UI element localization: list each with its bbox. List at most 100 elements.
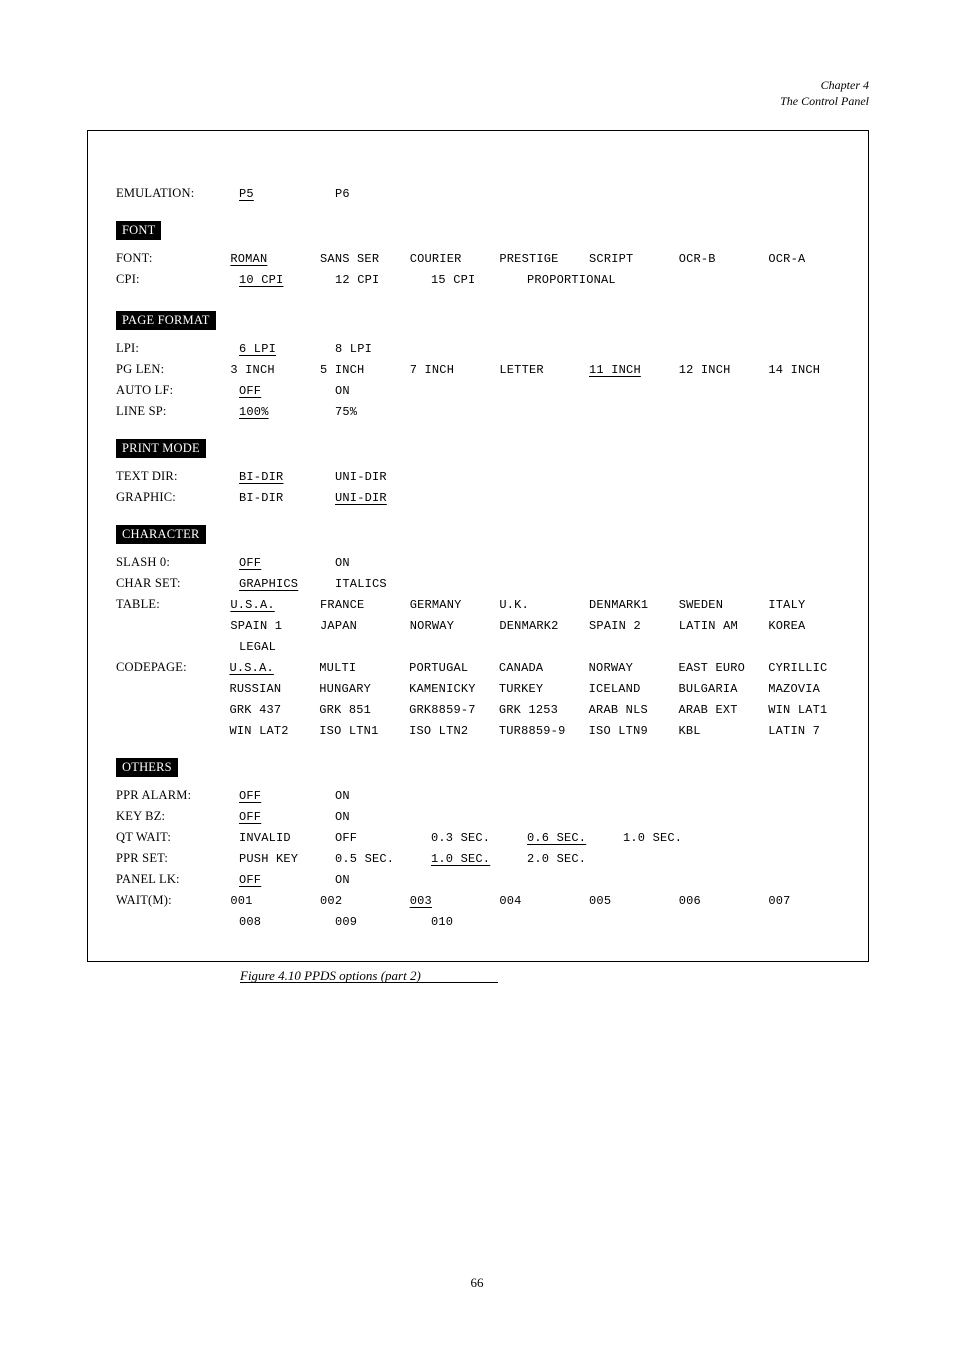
key-bz-label: KEY BZ: [116, 809, 239, 824]
page: Chapter 4 The Control Panel EMULATION: P… [0, 0, 954, 1350]
qt-wait-opt: INVALID [239, 831, 291, 845]
table-opt: LATIN AM [679, 619, 738, 633]
character-header: CHARACTER [116, 525, 206, 544]
table-opt: SWEDEN [679, 598, 723, 612]
key-bz-opt: ON [335, 810, 350, 824]
codepage-opt: WIN LAT2 [229, 724, 288, 738]
settings-panel: EMULATION: P5 P6 FONT FONT: ROMAN SANS S… [87, 130, 869, 962]
ppr-set-opt: 2.0 SEC. [527, 852, 586, 866]
chapter-line1: Chapter 4 [780, 78, 869, 94]
font-opt: COURIER [410, 252, 462, 266]
waitm-label: WAIT(M): [116, 893, 230, 908]
text-dir-label: TEXT DIR: [116, 469, 239, 484]
auto-lf-opt: ON [335, 384, 350, 398]
auto-lf-label: AUTO LF: [116, 383, 239, 398]
waitm-opt: 010 [431, 915, 453, 929]
cpi-label: CPI: [116, 272, 239, 287]
lpi-label: LPI: [116, 341, 239, 356]
graphic-label: GRAPHIC: [116, 490, 239, 505]
pglen-label: PG LEN: [116, 362, 230, 377]
slash0-label: SLASH 0: [116, 555, 239, 570]
others-header: OTHERS [116, 758, 178, 777]
graphic-opt: UNI-DIR [335, 491, 387, 505]
codepage-opt: NORWAY [589, 661, 633, 675]
codepage-opt: U.S.A. [229, 661, 273, 675]
cpi-opt: 15 CPI [431, 273, 475, 287]
codepage-opt: HUNGARY [319, 682, 371, 696]
codepage-opt: TURKEY [499, 682, 543, 696]
pglen-opt: 7 INCH [410, 363, 454, 377]
codepage-opt: PORTUGAL [409, 661, 468, 675]
pglen-opt: 11 INCH [589, 363, 641, 377]
waitm-opt: 005 [589, 894, 611, 908]
table-opt: NORWAY [410, 619, 454, 633]
graphic-opt: BI-DIR [239, 491, 283, 505]
font-opt: OCR-A [768, 252, 805, 266]
char-set-opt: GRAPHICS [239, 577, 298, 591]
codepage-opt: GRK 437 [229, 703, 281, 717]
table-opt: DENMARK2 [499, 619, 558, 633]
table-opt: ITALY [768, 598, 805, 612]
line-sp-label: LINE SP: [116, 404, 239, 419]
print-mode-header: PRINT MODE [116, 439, 206, 458]
panel-lk-opt: ON [335, 873, 350, 887]
ppr-alarm-opt: OFF [239, 789, 261, 803]
codepage-opt: GRK 851 [319, 703, 371, 717]
codepage-opt: MAZOVIA [768, 682, 820, 696]
table-opt: FRANCE [320, 598, 364, 612]
figure-caption-underline [240, 982, 498, 983]
font-opt: SCRIPT [589, 252, 633, 266]
codepage-opt: KBL [678, 724, 700, 738]
slash0-opt: OFF [239, 556, 261, 570]
codepage-opt: ICELAND [589, 682, 641, 696]
text-dir-opt: UNI-DIR [335, 470, 387, 484]
waitm-opt: 004 [499, 894, 521, 908]
table-opt: U.K. [499, 598, 529, 612]
codepage-opt: KAMENICKY [409, 682, 476, 696]
codepage-opt: MULTI [319, 661, 356, 675]
cpi-opt: 12 CPI [335, 273, 379, 287]
table-opt: LEGAL [239, 640, 276, 654]
waitm-opt: 008 [239, 915, 261, 929]
waitm-opt: 006 [679, 894, 701, 908]
qt-wait-opt: 0.3 SEC. [431, 831, 490, 845]
codepage-opt: ISO LTN2 [409, 724, 468, 738]
panel-lk-opt: OFF [239, 873, 261, 887]
codepage-opt: ARAB NLS [589, 703, 648, 717]
waitm-opt: 009 [335, 915, 357, 929]
slash0-opt: ON [335, 556, 350, 570]
table-opt: JAPAN [320, 619, 357, 633]
char-set-label: CHAR SET: [116, 576, 239, 591]
waitm-opt: 003 [410, 894, 432, 908]
line-sp-opt: 100% [239, 405, 269, 419]
lpi-opt: 6 LPI [239, 342, 276, 356]
codepage-opt: ISO LTN1 [319, 724, 378, 738]
codepage-opt: LATIN 7 [768, 724, 820, 738]
table-opt: U.S.A. [230, 598, 274, 612]
codepage-opt: BULGARIA [678, 682, 737, 696]
table-opt: SPAIN 1 [230, 619, 282, 633]
lpi-opt: 8 LPI [335, 342, 372, 356]
font-opt: SANS SER [320, 252, 379, 266]
emulation-label: EMULATION: [116, 186, 239, 201]
codepage-opt: CYRILLIC [768, 661, 827, 675]
codepage-opt: ISO LTN9 [589, 724, 648, 738]
codepage-opt: GRK 1253 [499, 703, 558, 717]
ppr-set-opt: 1.0 SEC. [431, 852, 490, 866]
ppr-alarm-label: PPR ALARM: [116, 788, 239, 803]
panel-lk-label: PANEL LK: [116, 872, 239, 887]
pglen-opt: 14 INCH [768, 363, 820, 377]
font-opt: ROMAN [230, 252, 267, 266]
page-number: 66 [471, 1275, 484, 1291]
font-label: FONT: [116, 251, 230, 266]
qt-wait-opt: 0.6 SEC. [527, 831, 586, 845]
ppr-set-label: PPR SET: [116, 851, 239, 866]
pglen-opt: 12 INCH [679, 363, 731, 377]
chapter-line2: The Control Panel [780, 94, 869, 110]
codepage-opt: TUR8859-9 [499, 724, 566, 738]
font-opt: PRESTIGE [499, 252, 558, 266]
auto-lf-opt: OFF [239, 384, 261, 398]
ppr-set-opt: 0.5 SEC. [335, 852, 394, 866]
table-opt: GERMANY [410, 598, 462, 612]
codepage-opt: ARAB EXT [678, 703, 737, 717]
